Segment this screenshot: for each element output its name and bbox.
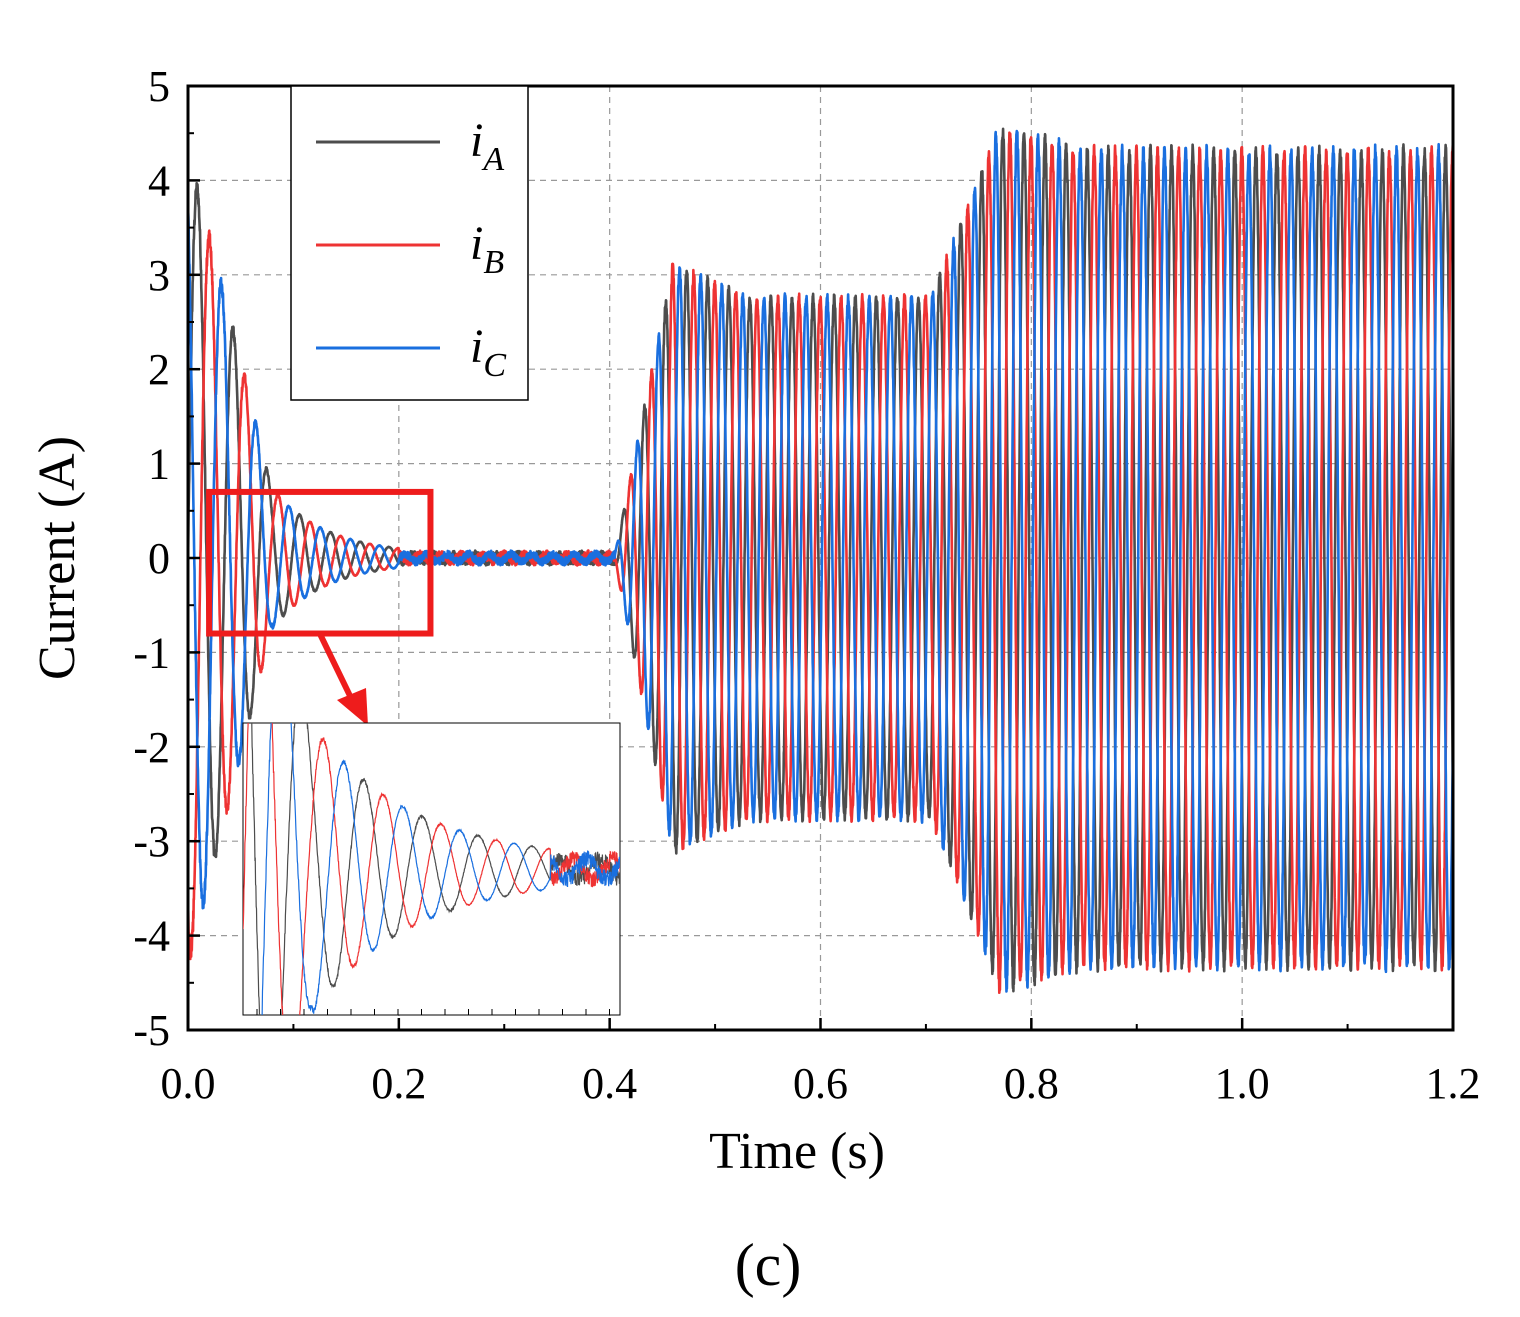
tick-labels: 0.0 0.2 0.4 0.6 0.8 1.0 1.2 5 4 3 2 1 0 -1 -2 -3 -4 -5 <box>133 62 1480 1108</box>
x-tick-label: 1.0 <box>1215 1059 1270 1108</box>
y-tick-label: -5 <box>133 1006 170 1055</box>
x-tick-label: 0.0 <box>161 1059 216 1108</box>
x-tick-label: 0.4 <box>582 1059 637 1108</box>
y-tick-label: -2 <box>133 723 170 772</box>
y-tick-label: 1 <box>148 440 170 489</box>
figure-caption: (c) <box>735 1232 802 1298</box>
y-tick-label: 2 <box>148 345 170 394</box>
legend-label: iB <box>470 217 504 281</box>
inset-series <box>243 723 620 1015</box>
zoom-arrow-shaft <box>317 632 355 702</box>
x-tick-label: 0.8 <box>1004 1059 1059 1108</box>
x-tick-label: 1.2 <box>1426 1059 1481 1108</box>
y-tick-label: 3 <box>148 251 170 300</box>
y-tick-label: -1 <box>133 628 170 677</box>
legend-label: iA <box>470 114 504 178</box>
legend-label: iC <box>470 320 506 384</box>
series-line-ib <box>188 131 1453 995</box>
y-tick-label: 4 <box>148 156 170 205</box>
y-axis-title: Current (A) <box>29 436 86 680</box>
series-line-ic <box>188 129 1453 993</box>
x-axis-title: Time (s) <box>709 1123 885 1180</box>
legend: iA iB iC <box>290 85 529 401</box>
inset-line-ia <box>251 723 620 1015</box>
inset-line-ib <box>243 723 620 1015</box>
y-tick-label: 0 <box>148 534 170 583</box>
y-tick-label: -4 <box>133 912 170 961</box>
axis-ticks <box>186 84 1455 1032</box>
zoom-arrow-head <box>337 688 368 726</box>
zoom-box <box>206 488 434 637</box>
y-tick-label: -3 <box>133 817 170 866</box>
y-tick-label: 5 <box>148 62 170 111</box>
zoom-annotation <box>206 488 621 1016</box>
x-tick-label: 0.2 <box>371 1059 426 1108</box>
series-lines <box>188 127 1453 995</box>
x-tick-label: 0.6 <box>793 1059 848 1108</box>
inset-line-ic <box>261 723 620 1015</box>
